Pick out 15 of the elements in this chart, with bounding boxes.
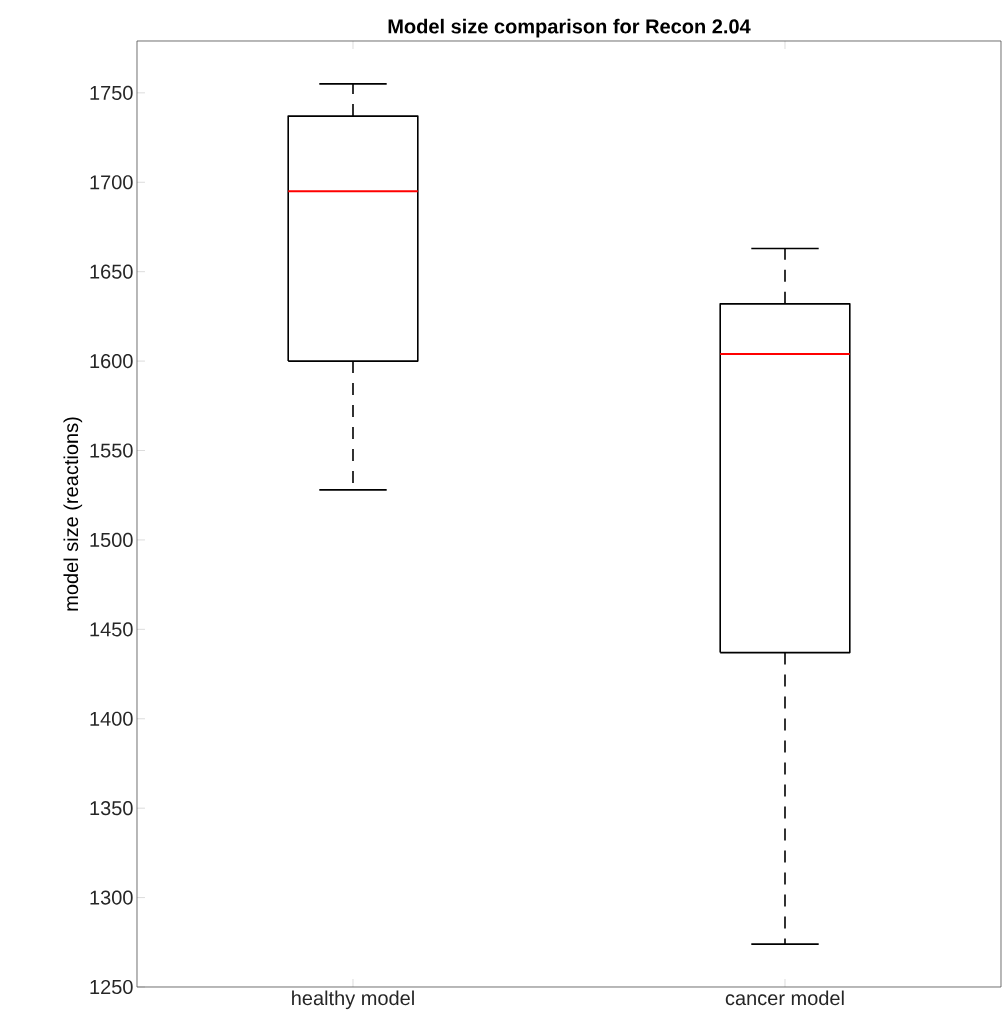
y-tick-label: 1700 xyxy=(90,175,133,190)
chart-title: Model size comparison for Recon 2.04 xyxy=(388,18,751,38)
y-tick-label: 1350 xyxy=(90,801,133,816)
y-tick-label: 1750 xyxy=(90,85,133,100)
y-tick-label: 1650 xyxy=(90,264,133,279)
y-tick-label: 1450 xyxy=(90,622,133,637)
x-tick-label: cancer model xyxy=(725,990,844,1006)
y-tick-label: 1550 xyxy=(90,443,133,458)
y-tick-label: 1300 xyxy=(90,890,133,905)
y-axis-title: model size (reactions) xyxy=(63,417,83,611)
y-tick-label: 1250 xyxy=(90,979,133,995)
x-tick-label: healthy model xyxy=(292,990,414,1010)
y-tick-label: 1400 xyxy=(90,711,133,726)
y-tick-label: 1600 xyxy=(90,354,133,369)
y-tick-label: 1500 xyxy=(90,532,133,547)
